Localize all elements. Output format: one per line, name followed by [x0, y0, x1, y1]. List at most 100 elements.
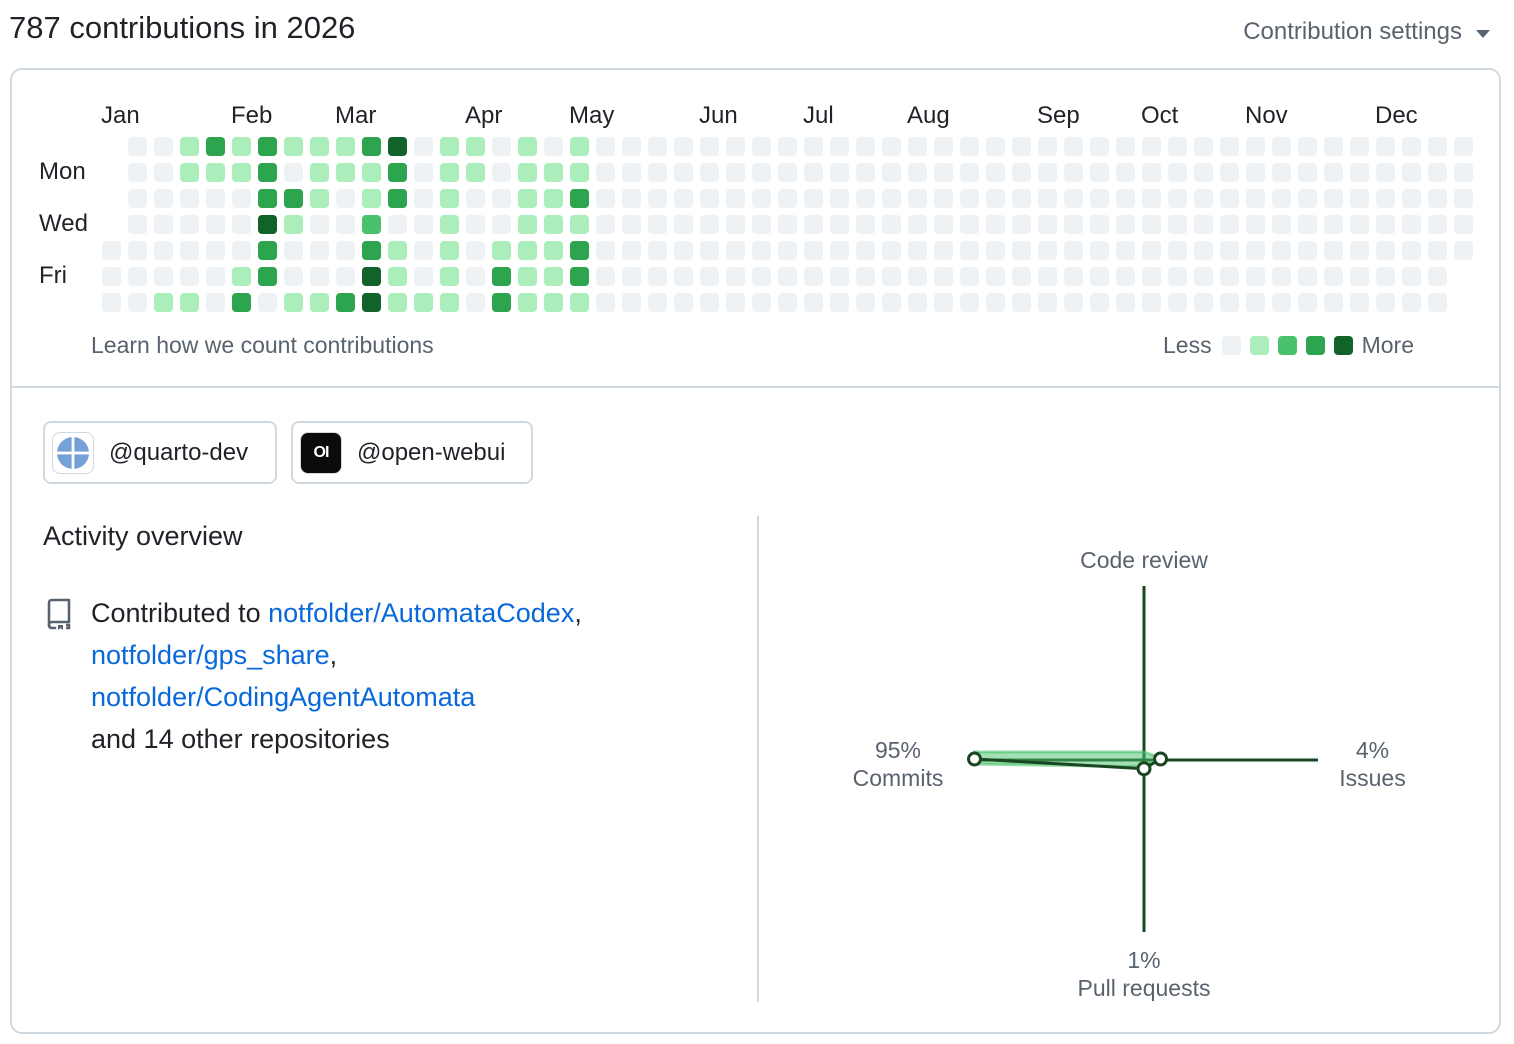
contribution-day-cell[interactable] — [440, 293, 459, 312]
contribution-day-cell[interactable] — [960, 241, 979, 260]
contribution-day-cell[interactable] — [570, 215, 589, 234]
contribution-day-cell[interactable] — [310, 267, 329, 286]
contribution-day-cell[interactable] — [284, 163, 303, 182]
contribution-day-cell[interactable] — [440, 189, 459, 208]
contribution-day-cell[interactable] — [830, 293, 849, 312]
contribution-day-cell[interactable] — [960, 137, 979, 156]
contribution-day-cell[interactable] — [1324, 215, 1343, 234]
contribution-day-cell[interactable] — [466, 267, 485, 286]
contribution-day-cell[interactable] — [310, 215, 329, 234]
contribution-day-cell[interactable] — [1428, 293, 1447, 312]
contribution-day-cell[interactable] — [1116, 241, 1135, 260]
contribution-day-cell[interactable] — [1324, 189, 1343, 208]
contribution-day-cell[interactable] — [388, 241, 407, 260]
contribution-day-cell[interactable] — [648, 293, 667, 312]
contribution-day-cell[interactable] — [882, 293, 901, 312]
contribution-day-cell[interactable] — [908, 189, 927, 208]
contribution-day-cell[interactable] — [518, 267, 537, 286]
contribution-day-cell[interactable] — [960, 267, 979, 286]
contribution-day-cell[interactable] — [1220, 215, 1239, 234]
contribution-day-cell[interactable] — [1194, 293, 1213, 312]
contribution-day-cell[interactable] — [908, 163, 927, 182]
contribution-day-cell[interactable] — [570, 241, 589, 260]
contribution-day-cell[interactable] — [1064, 189, 1083, 208]
contribution-day-cell[interactable] — [440, 267, 459, 286]
contribution-day-cell[interactable] — [570, 267, 589, 286]
contribution-day-cell[interactable] — [362, 215, 381, 234]
contribution-day-cell[interactable] — [856, 163, 875, 182]
contribution-day-cell[interactable] — [1350, 293, 1369, 312]
contribution-day-cell[interactable] — [1324, 137, 1343, 156]
contribution-day-cell[interactable] — [726, 189, 745, 208]
contribution-day-cell[interactable] — [1246, 137, 1265, 156]
contribution-day-cell[interactable] — [882, 189, 901, 208]
contribution-day-cell[interactable] — [804, 137, 823, 156]
contribution-day-cell[interactable] — [934, 293, 953, 312]
contribution-day-cell[interactable] — [1376, 137, 1395, 156]
contribution-day-cell[interactable] — [1038, 189, 1057, 208]
contribution-day-cell[interactable] — [1246, 163, 1265, 182]
contribution-day-cell[interactable] — [180, 267, 199, 286]
contribution-day-cell[interactable] — [1376, 267, 1395, 286]
contribution-day-cell[interactable] — [232, 267, 251, 286]
contribution-day-cell[interactable] — [908, 241, 927, 260]
contribution-day-cell[interactable] — [1272, 189, 1291, 208]
contribution-day-cell[interactable] — [414, 137, 433, 156]
contribution-day-cell[interactable] — [440, 137, 459, 156]
contribution-day-cell[interactable] — [1220, 293, 1239, 312]
contribution-day-cell[interactable] — [1194, 137, 1213, 156]
contribution-day-cell[interactable] — [986, 137, 1005, 156]
contribution-day-cell[interactable] — [986, 293, 1005, 312]
contribution-day-cell[interactable] — [1012, 241, 1031, 260]
contribution-day-cell[interactable] — [986, 189, 1005, 208]
contribution-day-cell[interactable] — [544, 215, 563, 234]
contribution-day-cell[interactable] — [362, 293, 381, 312]
contribution-day-cell[interactable] — [414, 215, 433, 234]
contribution-day-cell[interactable] — [752, 241, 771, 260]
contribution-day-cell[interactable] — [414, 293, 433, 312]
contribution-day-cell[interactable] — [856, 241, 875, 260]
contribution-day-cell[interactable] — [596, 163, 615, 182]
contribution-day-cell[interactable] — [284, 189, 303, 208]
contribution-day-cell[interactable] — [986, 215, 1005, 234]
contribution-day-cell[interactable] — [206, 267, 225, 286]
contribution-day-cell[interactable] — [1350, 215, 1369, 234]
contribution-day-cell[interactable] — [128, 267, 147, 286]
contribution-day-cell[interactable] — [596, 293, 615, 312]
contribution-day-cell[interactable] — [882, 163, 901, 182]
contribution-day-cell[interactable] — [1038, 163, 1057, 182]
contribution-day-cell[interactable] — [1402, 215, 1421, 234]
contribution-day-cell[interactable] — [674, 267, 693, 286]
contribution-day-cell[interactable] — [1428, 163, 1447, 182]
contribution-day-cell[interactable] — [1454, 189, 1473, 208]
contribution-day-cell[interactable] — [310, 293, 329, 312]
contribution-day-cell[interactable] — [388, 163, 407, 182]
contribution-day-cell[interactable] — [1272, 241, 1291, 260]
contribution-day-cell[interactable] — [700, 137, 719, 156]
contribution-day-cell[interactable] — [1298, 215, 1317, 234]
contribution-day-cell[interactable] — [778, 189, 797, 208]
contribution-day-cell[interactable] — [1168, 267, 1187, 286]
contribution-day-cell[interactable] — [440, 163, 459, 182]
contribution-day-cell[interactable] — [128, 163, 147, 182]
contribution-day-cell[interactable] — [336, 163, 355, 182]
contribution-day-cell[interactable] — [1064, 163, 1083, 182]
contribution-day-cell[interactable] — [1350, 163, 1369, 182]
contribution-day-cell[interactable] — [1454, 215, 1473, 234]
contribution-day-cell[interactable] — [1298, 189, 1317, 208]
contribution-day-cell[interactable] — [1402, 189, 1421, 208]
contribution-day-cell[interactable] — [882, 267, 901, 286]
contribution-day-cell[interactable] — [1038, 241, 1057, 260]
contribution-day-cell[interactable] — [336, 241, 355, 260]
contribution-day-cell[interactable] — [622, 137, 641, 156]
contribution-day-cell[interactable] — [1142, 293, 1161, 312]
contribution-day-cell[interactable] — [622, 215, 641, 234]
contribution-day-cell[interactable] — [1194, 241, 1213, 260]
contribution-day-cell[interactable] — [778, 163, 797, 182]
contribution-day-cell[interactable] — [544, 241, 563, 260]
contribution-day-cell[interactable] — [804, 163, 823, 182]
contribution-day-cell[interactable] — [284, 293, 303, 312]
contribution-day-cell[interactable] — [830, 241, 849, 260]
contribution-day-cell[interactable] — [726, 215, 745, 234]
contribution-day-cell[interactable] — [1246, 241, 1265, 260]
